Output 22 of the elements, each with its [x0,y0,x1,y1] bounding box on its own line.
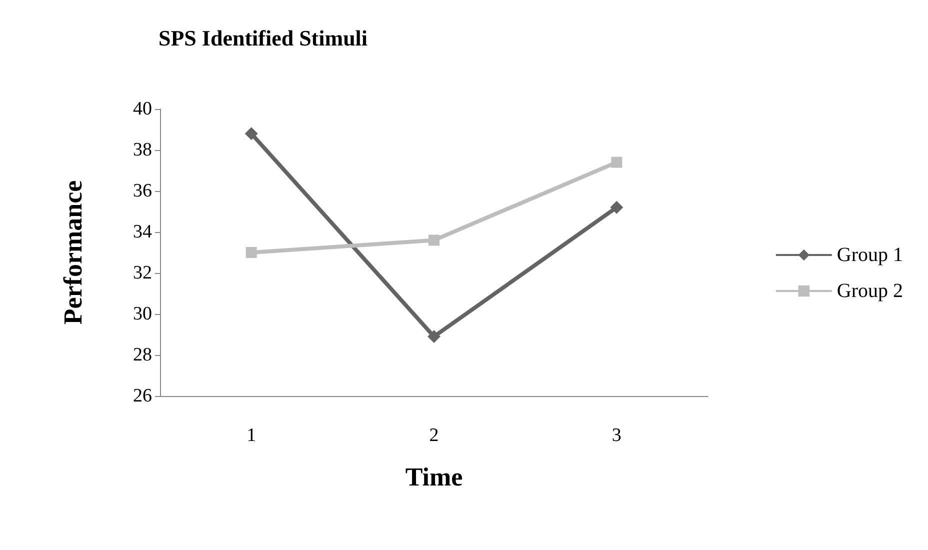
y-tick-label: 30 [133,304,152,324]
y-tick-label: 38 [133,140,152,160]
point [428,330,440,344]
y-tick-label: 34 [133,222,152,242]
x-tick-label: 3 [612,425,622,446]
y-tick-label: 26 [133,386,152,406]
legend-label: Group 2 [836,280,904,302]
y-tick-label: 28 [133,344,152,366]
x-axis-title: Time [405,462,463,492]
x-tick-label: 1 [246,425,256,446]
y-tick-label: 40 [133,98,152,120]
point [428,234,440,246]
point [246,247,257,258]
y-tick-label: 36 [133,180,152,202]
point [611,156,622,168]
point [610,200,624,214]
y-axis-title: Performance [58,180,88,325]
legend-label: Group 1 [836,244,904,266]
x-tick-label: 2 [429,425,439,446]
point [244,127,258,140]
chart-title: SPS Identified Stimuli [158,26,368,50]
y-tick-label: 32 [133,262,152,284]
